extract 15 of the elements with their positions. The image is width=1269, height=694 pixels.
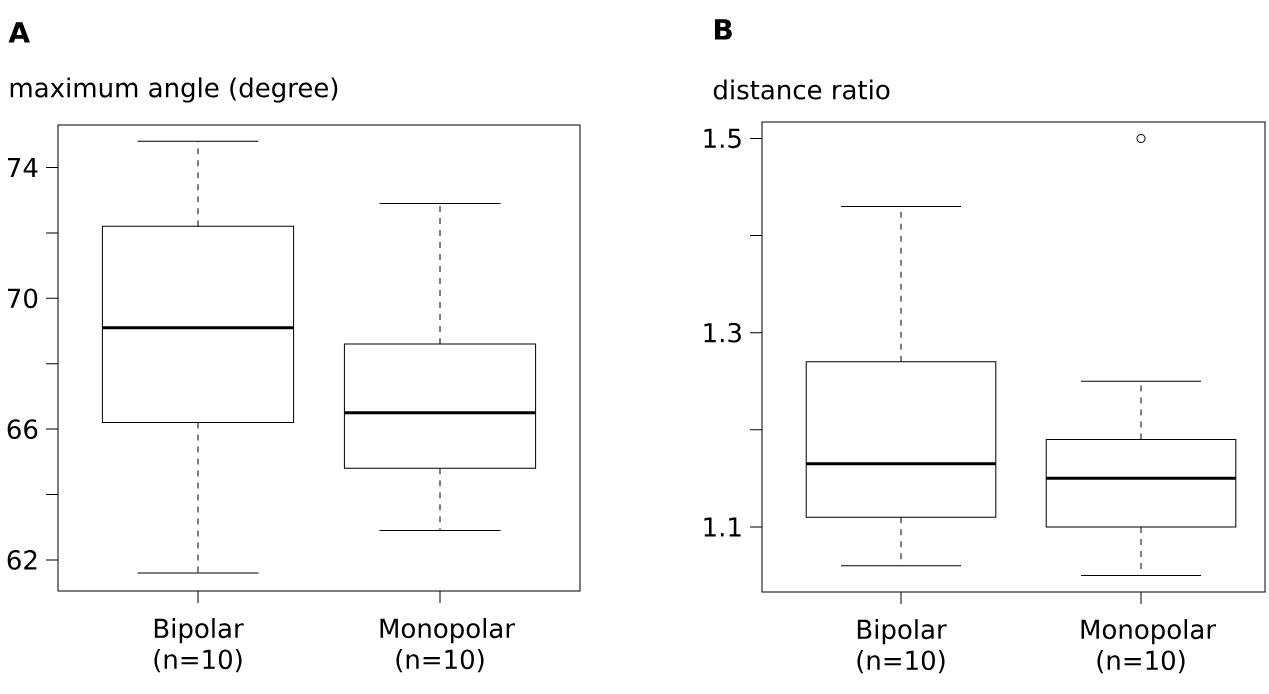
y-axis-title: distance ratio bbox=[713, 79, 890, 100]
y-tick-label: 66 bbox=[7, 419, 38, 439]
y-tick-label: 1.1 bbox=[704, 517, 741, 537]
y-axis-title: maximum angle (degree) bbox=[10, 77, 338, 103]
y-tick-label: 1.3 bbox=[704, 322, 741, 343]
chart-title: B bbox=[714, 19, 732, 40]
y-tick-label: 74 bbox=[7, 158, 38, 177]
x-tick-label: Bipolar (n=10) bbox=[857, 619, 947, 674]
x-tick-label: Monopolar (n=10) bbox=[380, 618, 516, 673]
x-tick-label: Monopolar (n=10) bbox=[1081, 619, 1217, 674]
y-tick-label: 62 bbox=[7, 550, 37, 570]
x-tick-label: Bipolar (n=10) bbox=[154, 618, 244, 673]
chart-title: A bbox=[8, 22, 30, 43]
y-tick-label: 70 bbox=[7, 288, 38, 309]
y-tick-label: 1.5 bbox=[704, 128, 741, 149]
